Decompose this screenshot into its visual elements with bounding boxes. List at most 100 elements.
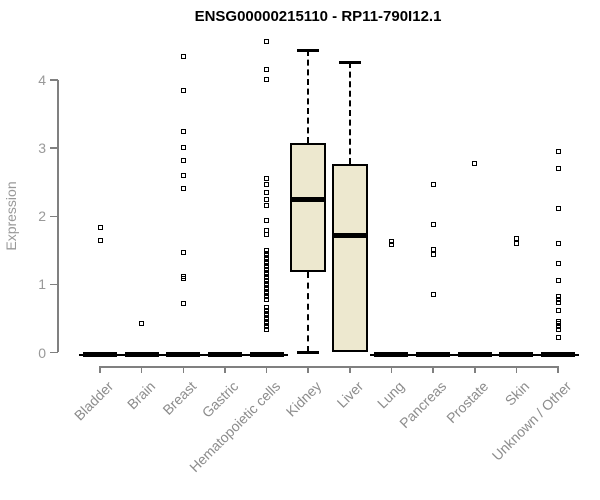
outlier-point bbox=[180, 157, 186, 163]
outlier-point bbox=[97, 225, 103, 231]
x-axis-tick bbox=[515, 366, 518, 373]
outlier-point bbox=[264, 217, 270, 223]
outlier-point bbox=[264, 305, 270, 311]
outlier-point bbox=[472, 160, 478, 166]
outlier-point bbox=[264, 313, 270, 319]
outlier-point bbox=[264, 326, 270, 332]
outlier-point bbox=[430, 182, 436, 188]
outlier-point bbox=[555, 321, 561, 327]
lower-whisker-cap bbox=[297, 351, 320, 354]
outlier-point bbox=[139, 320, 145, 326]
x-axis-tick bbox=[307, 366, 309, 373]
outlier-point bbox=[180, 87, 186, 93]
x-category-label: Kidney bbox=[282, 378, 325, 420]
collapsed-box-median bbox=[166, 352, 201, 357]
x-axis-tick bbox=[557, 366, 559, 373]
outlier-point bbox=[264, 291, 270, 297]
outlier-point bbox=[264, 315, 270, 321]
outlier-point bbox=[180, 185, 186, 191]
chart-title: ENSG00000215110 - RP11-790I12.1 bbox=[194, 8, 442, 25]
outlier-point bbox=[513, 241, 519, 247]
outlier-point bbox=[388, 242, 394, 248]
outlier-point bbox=[264, 39, 270, 45]
collapsed-box-median bbox=[207, 352, 242, 357]
median-line bbox=[290, 197, 327, 203]
outlier-point bbox=[264, 280, 270, 286]
outlier-point bbox=[180, 276, 186, 282]
outlier-point bbox=[555, 166, 561, 172]
x-category-label: Unknown / Other bbox=[488, 378, 575, 464]
outlier-point bbox=[264, 189, 270, 195]
upper-whisker-cap bbox=[297, 48, 320, 52]
outlier-point bbox=[555, 296, 561, 302]
collapsed-box-median bbox=[249, 352, 284, 357]
outlier-point bbox=[180, 145, 186, 151]
outlier-point bbox=[264, 288, 270, 294]
outlier-point bbox=[180, 300, 186, 306]
outlier-point bbox=[264, 256, 270, 262]
collapsed-box-median bbox=[457, 352, 492, 357]
outlier-point bbox=[264, 247, 270, 253]
box bbox=[290, 143, 327, 273]
y-axis-tick bbox=[50, 79, 58, 81]
outlier-point bbox=[264, 253, 270, 259]
y-tick-label: 2 bbox=[38, 208, 46, 225]
x-category-label: Liver bbox=[333, 378, 367, 411]
x-axis-tick bbox=[265, 366, 268, 373]
outlier-point bbox=[555, 318, 561, 324]
lower-whisker bbox=[307, 272, 310, 353]
outlier-point bbox=[264, 285, 270, 291]
x-axis-tick bbox=[182, 366, 185, 373]
outlier-point bbox=[180, 54, 186, 60]
outlier-point bbox=[264, 67, 270, 73]
x-axis-tick bbox=[432, 366, 434, 373]
outlier-point bbox=[264, 321, 270, 327]
outlier-point bbox=[264, 258, 270, 264]
outlier-point bbox=[264, 269, 270, 275]
box bbox=[331, 163, 368, 353]
y-axis-tick bbox=[50, 215, 58, 218]
outlier-point bbox=[555, 294, 561, 300]
upper-whisker bbox=[348, 62, 351, 164]
outlier-point bbox=[264, 250, 270, 256]
outlier-point bbox=[264, 310, 270, 316]
outlier-point bbox=[555, 324, 561, 330]
collapsed-box-median bbox=[124, 352, 159, 357]
outlier-point bbox=[430, 292, 436, 298]
collapsed-box-median bbox=[374, 352, 409, 357]
outlier-point bbox=[264, 76, 270, 82]
y-tick-label: 4 bbox=[38, 72, 46, 89]
x-category-label: Brain bbox=[123, 378, 158, 413]
outlier-point bbox=[555, 326, 561, 332]
outlier-point bbox=[264, 202, 270, 208]
x-category-label: Bladder bbox=[70, 378, 117, 424]
outlier-point bbox=[430, 247, 436, 253]
median-line bbox=[331, 232, 368, 238]
collapsed-box-median bbox=[83, 352, 117, 357]
x-axis-tick bbox=[349, 366, 351, 373]
outlier-point bbox=[513, 235, 519, 241]
outlier-point bbox=[264, 196, 270, 202]
y-tick-label: 0 bbox=[38, 344, 46, 361]
outlier-point bbox=[264, 231, 270, 237]
outlier-point bbox=[555, 205, 561, 211]
y-axis-tick bbox=[50, 351, 58, 354]
outlier-point bbox=[555, 277, 561, 283]
outlier-point bbox=[388, 238, 394, 244]
outlier-point bbox=[264, 277, 270, 283]
outlier-point bbox=[264, 294, 270, 300]
outlier-point bbox=[264, 324, 270, 330]
outlier-point bbox=[555, 307, 561, 313]
x-category-label: Breast bbox=[159, 378, 200, 418]
x-category-label: Prostate bbox=[442, 378, 492, 427]
outlier-point bbox=[264, 275, 270, 281]
outlier-point bbox=[264, 266, 270, 272]
outlier-point bbox=[555, 241, 561, 247]
outlier-point bbox=[264, 272, 270, 278]
outlier-point bbox=[430, 251, 436, 257]
x-axis-tick bbox=[99, 366, 101, 373]
x-axis-tick bbox=[474, 366, 476, 373]
outlier-point bbox=[264, 228, 270, 234]
x-axis-line bbox=[99, 366, 560, 368]
